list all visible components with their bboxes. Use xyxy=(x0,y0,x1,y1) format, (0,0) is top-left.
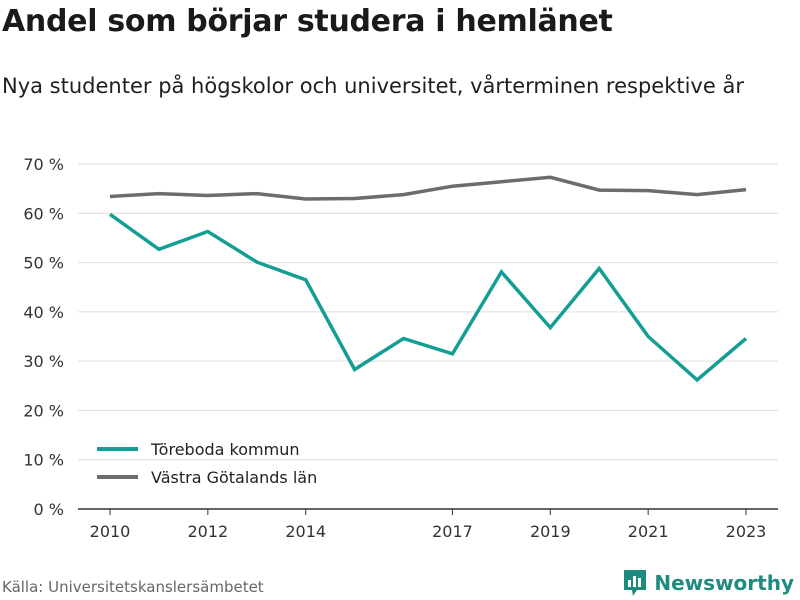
legend-label: Töreboda kommun xyxy=(150,440,299,459)
x-tick-label: 2017 xyxy=(432,522,473,541)
brand-logo: Newsworthy xyxy=(622,568,794,598)
source-note: Källa: Universitetskanslersämbetet xyxy=(2,578,264,596)
series-line xyxy=(108,212,748,383)
series-lines xyxy=(108,175,748,383)
x-tick-label: 2014 xyxy=(285,522,326,541)
x-tick-label: 2019 xyxy=(530,522,571,541)
y-tick-label: 30 % xyxy=(23,352,64,371)
x-tick-label: 2012 xyxy=(187,522,228,541)
x-tick-label: 2010 xyxy=(90,522,131,541)
gridlines xyxy=(78,163,778,510)
x-tick-label: 2021 xyxy=(628,522,669,541)
y-tick-label: 0 % xyxy=(34,500,64,519)
y-axis-ticks: 0 % 10 % 20 % 30 % 40 % 50 % 60 % 70 % xyxy=(23,155,64,519)
x-axis-ticks: 2010 2012 2014 2017 2019 2021 2023 xyxy=(90,509,767,541)
y-tick-label: 60 % xyxy=(23,204,64,223)
legend-label: Västra Götalands län xyxy=(151,468,317,487)
newsworthy-logo-icon xyxy=(624,570,647,596)
y-tick-label: 40 % xyxy=(23,303,64,322)
x-tick-label: 2023 xyxy=(726,522,767,541)
y-tick-label: 50 % xyxy=(23,254,64,273)
y-tick-label: 70 % xyxy=(23,155,64,174)
legend: Töreboda kommun Västra Götalands län xyxy=(97,440,317,487)
brand-name: Newsworthy xyxy=(654,571,794,595)
y-tick-label: 10 % xyxy=(23,451,64,470)
y-tick-label: 20 % xyxy=(23,401,64,420)
series-line xyxy=(109,175,747,201)
chart-title: Andel som börjar studera i hemlänet xyxy=(2,4,613,39)
chart-subtitle: Nya studenter på högskolor och universit… xyxy=(2,74,744,98)
